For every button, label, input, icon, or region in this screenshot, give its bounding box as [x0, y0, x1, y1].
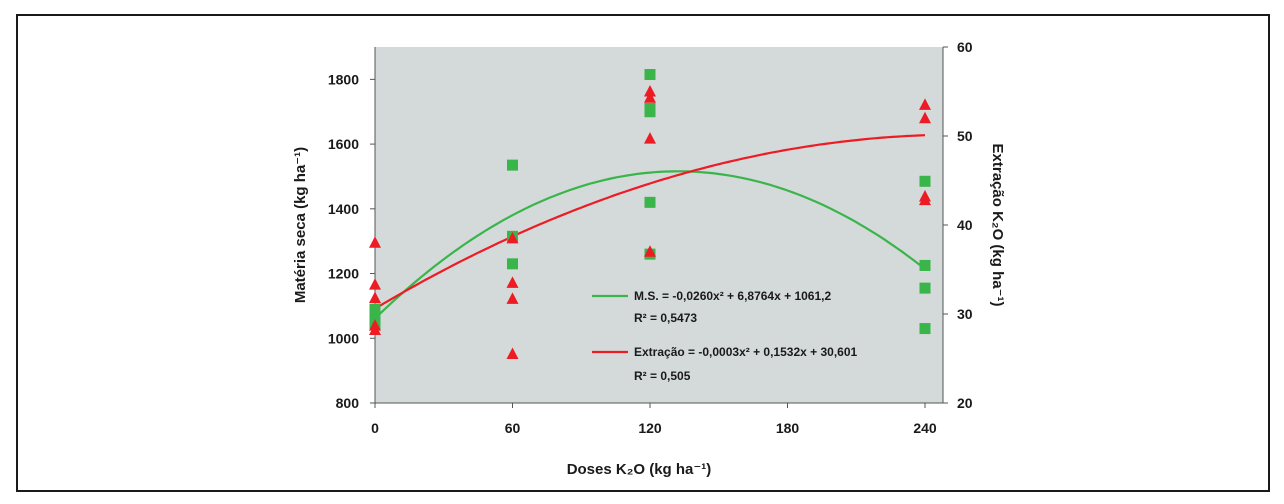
data-point-triangle [506, 292, 519, 304]
legend-equation: Extração = -0,0003x² + 0,1532x + 30,601 [634, 345, 857, 359]
x-tick-label: 120 [638, 420, 662, 436]
y-axis-left-title: Matéria seca (kg ha⁻¹) [292, 147, 309, 303]
plot-area [375, 47, 943, 403]
data-point-triangle [644, 245, 656, 257]
x-axis-title: Doses K₂O (kg ha⁻¹) [567, 461, 712, 478]
data-point-triangle [644, 132, 656, 144]
data-point-square [919, 323, 931, 335]
data-point-square [644, 69, 656, 81]
data-point-triangle [506, 347, 519, 360]
x-tick-label: 180 [776, 420, 800, 436]
y-left-tick-label: 800 [336, 395, 360, 411]
fit-curve-extracao [374, 134, 926, 310]
data-point-triangle [919, 193, 931, 206]
data-point-triangle [506, 276, 519, 288]
fit-curve-ms [374, 170, 926, 320]
legend-r2: R² = 0,5473 [634, 311, 697, 325]
data-point-triangle [644, 85, 656, 97]
x-tick-label: 60 [505, 420, 521, 436]
x-tick-label: 240 [913, 420, 937, 436]
data-point-triangle [369, 291, 381, 303]
x-tick-label: 0 [371, 420, 379, 436]
data-point-square [507, 258, 518, 270]
data-point-triangle [919, 111, 931, 124]
y-right-tick-label: 20 [957, 395, 973, 411]
data-point-square [507, 159, 518, 171]
y-right-tick-label: 60 [957, 39, 973, 55]
y-left-tick-label: 1600 [328, 136, 359, 152]
legend-equation: M.S. = -0,0260x² + 6,8764x + 1061,2 [634, 289, 831, 303]
legend-r2: R² = 0,505 [634, 369, 691, 383]
data-point-triangle [919, 98, 931, 110]
data-point-square [919, 175, 931, 187]
data-point-square [919, 282, 931, 294]
y-right-tick-label: 50 [957, 128, 973, 144]
y-right-tick-label: 40 [957, 217, 973, 233]
y-axis-right-title: Extração K₂O (kg ha⁻¹) [989, 144, 1006, 307]
data-point-triangle [369, 323, 381, 336]
data-point-triangle [644, 91, 656, 103]
data-point-square [644, 196, 656, 208]
y-left-tick-label: 1400 [328, 201, 359, 217]
y-left-tick-label: 1800 [328, 71, 359, 87]
data-point-triangle [369, 278, 381, 290]
y-left-tick-label: 1200 [328, 266, 359, 282]
data-point-triangle [506, 231, 519, 244]
data-point-square [919, 259, 931, 271]
y-left-tick-label: 1000 [328, 330, 359, 346]
data-point-triangle [369, 236, 381, 248]
y-right-tick-label: 30 [957, 306, 973, 322]
data-point-square [644, 106, 656, 118]
